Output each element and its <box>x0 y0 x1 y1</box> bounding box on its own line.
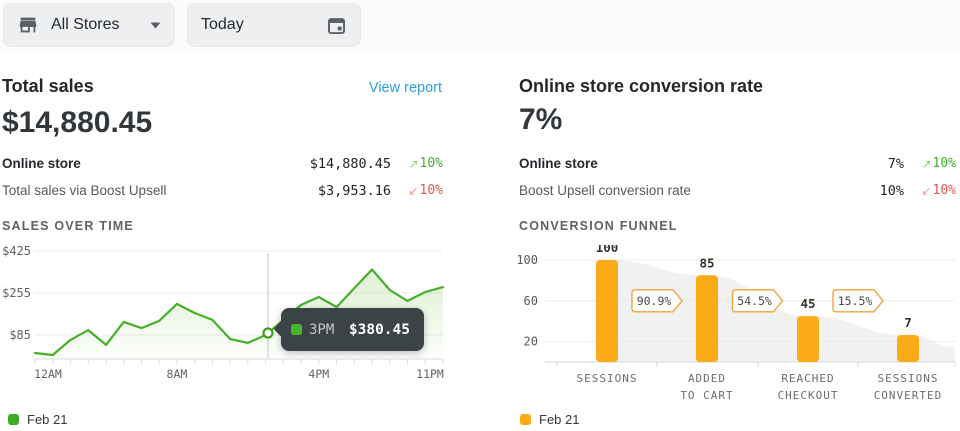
trend-up-icon: ↗ <box>921 156 932 171</box>
funnel-legend: Feb 21 <box>520 412 579 427</box>
metric-row: Total sales via Boost Upsell $3,953.16 ↙… <box>2 177 443 204</box>
x-tick-label: 4PM <box>308 367 329 381</box>
y-tick-label: $255 <box>2 286 31 300</box>
metric-row: Online store 7% ↗ 10% <box>519 150 956 177</box>
x-tick-label: 8AM <box>167 367 188 381</box>
metric-row: Online store $14,880.45 ↗ 10% <box>2 150 443 177</box>
total-sales-breakdown: Online store $14,880.45 ↗ 10% Total sales… <box>2 150 443 204</box>
trend-down-icon: ↙ <box>408 183 419 198</box>
funnel-category-label: SESSIONS <box>577 372 638 385</box>
delta-badge: ↙ 10% <box>391 183 443 198</box>
conversion-rate-tag <box>731 289 784 313</box>
view-report-link[interactable]: View report <box>368 80 442 96</box>
delta-value: 10% <box>419 183 443 198</box>
legend-swatch-green <box>8 414 19 425</box>
delta-badge: ↗ 10% <box>391 156 443 171</box>
metric-label: Online store <box>519 156 598 171</box>
x-tick-label: 12AM <box>34 367 62 381</box>
funnel-bar-value: 45 <box>800 296 815 311</box>
conversion-rate-value: 7% <box>519 103 563 136</box>
funnel-bar[interactable] <box>797 316 819 362</box>
conversion-rate-tag <box>832 289 884 313</box>
sales-line[interactable] <box>33 268 445 357</box>
tooltip-series-swatch <box>291 324 302 335</box>
legend-label: Feb 21 <box>539 412 580 427</box>
funnel-category-label: SESSIONS <box>878 372 939 385</box>
delta-value: 10% <box>419 156 443 171</box>
conversion-rate-tag <box>631 289 683 313</box>
funnel-bar[interactable] <box>696 275 718 362</box>
sales-legend: Feb 21 <box>8 412 67 427</box>
metric-value: 7% <box>887 155 904 172</box>
y-tick-label: 20 <box>524 335 538 349</box>
funnel-bar-value: 85 <box>699 255 714 270</box>
trend-up-icon: ↗ <box>408 156 419 171</box>
store-icon <box>17 14 39 36</box>
hover-marker[interactable] <box>262 327 274 339</box>
metric-row: Boost Upsell conversion rate 10% ↙ 10% <box>519 177 956 204</box>
delta-value: 10% <box>932 183 956 198</box>
store-filter-label: All Stores <box>51 16 120 33</box>
sales-over-time-heading: SALES OVER TIME <box>2 219 134 233</box>
conversion-rate-header: Online store conversion rate <box>519 76 955 97</box>
funnel-bar[interactable] <box>596 260 618 362</box>
delta-badge: ↙ 10% <box>904 183 956 198</box>
funnel-category-label: TO CART <box>680 389 733 402</box>
delta-value: 10% <box>932 156 956 171</box>
date-filter-label: Today <box>201 16 244 33</box>
store-filter-button[interactable]: All Stores <box>3 3 175 47</box>
x-tick-label: 11PM <box>416 367 444 381</box>
conversion-breakdown: Online store 7% ↗ 10% Boost Upsell conver… <box>519 150 956 204</box>
calendar-icon <box>326 15 347 36</box>
conversion-rate-tag-label: 15.5% <box>838 294 873 308</box>
funnel-category-label: REACHED <box>781 372 834 385</box>
conversion-rate-tag-label: 54.5% <box>737 294 772 308</box>
tooltip-time: 3PM <box>309 321 335 338</box>
metric-value: $3,953.16 <box>317 182 391 199</box>
y-tick-label: $85 <box>9 328 31 342</box>
conversion-funnel-heading: CONVERSION FUNNEL <box>519 219 678 233</box>
funnel-category-label: ADDED <box>688 372 726 385</box>
funnel-background-area <box>607 260 955 362</box>
y-tick-label: 100 <box>516 253 538 267</box>
delta-badge: ↗ 10% <box>904 156 956 171</box>
y-tick-label: $425 <box>2 245 31 258</box>
chevron-down-icon <box>150 22 161 29</box>
conversion-funnel-chart[interactable]: 100 60 20 100 85 45 7 90.9% 54.5% 15.5% SESSIONS AD… <box>510 245 960 410</box>
total-sales-value: $14,880.45 <box>2 106 153 139</box>
funnel-category-label: CHECKOUT <box>778 389 839 402</box>
date-filter-button[interactable]: Today <box>187 3 361 47</box>
metric-label: Boost Upsell conversion rate <box>519 183 691 198</box>
metric-label: Total sales via Boost Upsell <box>2 183 167 198</box>
chart-tooltip: 3PM $380.45 <box>281 308 424 351</box>
funnel-category-label: CONVERTED <box>874 389 943 402</box>
total-sales-header: Total sales View report <box>2 76 442 97</box>
legend-swatch-orange <box>520 414 531 425</box>
conversion-rate-tag-label: 90.9% <box>637 294 672 308</box>
total-sales-title: Total sales <box>2 76 94 96</box>
funnel-bar-value: 7 <box>904 315 912 330</box>
funnel-bar[interactable] <box>897 335 919 362</box>
tooltip-value: $380.45 <box>348 321 410 338</box>
metric-label: Online store <box>2 156 81 171</box>
conversion-rate-title: Online store conversion rate <box>519 76 764 96</box>
y-tick-label: 60 <box>524 294 538 308</box>
metric-value: $14,880.45 <box>309 155 391 172</box>
trend-down-icon: ↙ <box>921 183 932 198</box>
toolbar: All Stores Today <box>0 0 960 50</box>
funnel-bar-value: 100 <box>596 245 619 255</box>
legend-label: Feb 21 <box>27 412 68 427</box>
metric-value: 10% <box>879 182 904 199</box>
